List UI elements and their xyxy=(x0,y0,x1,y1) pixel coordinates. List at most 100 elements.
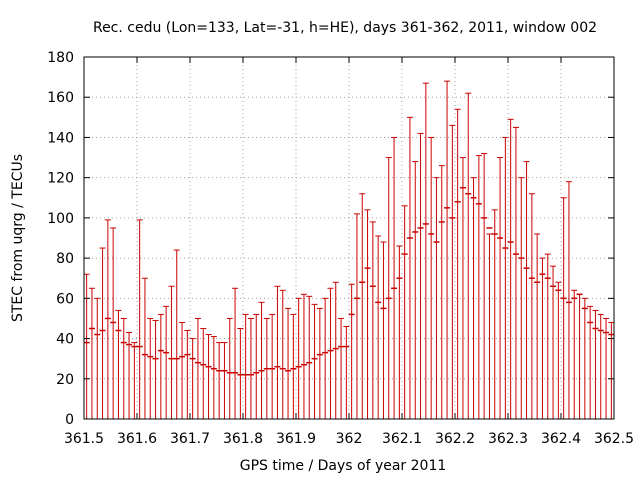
data-point xyxy=(242,313,249,419)
data-point xyxy=(332,281,339,419)
data-point xyxy=(316,307,323,419)
data-point xyxy=(295,297,302,419)
x-tick-label: 362 xyxy=(336,431,363,447)
x-axis-title: GPS time / Days of year 2011 xyxy=(240,458,447,474)
data-point xyxy=(433,177,440,419)
data-point xyxy=(200,328,207,419)
data-point xyxy=(269,313,276,419)
data-point xyxy=(237,328,244,419)
data-point xyxy=(391,136,398,419)
series-stec xyxy=(83,80,615,419)
data-point xyxy=(459,157,466,419)
x-tick-label: 361.7 xyxy=(170,431,210,447)
data-point xyxy=(136,219,143,419)
data-point xyxy=(486,227,493,419)
data-point xyxy=(396,245,403,419)
data-point xyxy=(523,161,530,419)
data-point xyxy=(232,287,239,419)
y-axis: 0 20 40 60 80 100 120 140 160 180 xyxy=(47,50,614,428)
data-point xyxy=(157,313,164,419)
x-axis: 361.5 361.6 361.7 361.8 361.9 362 362.1 362.2 36… xyxy=(64,57,634,447)
y-axis-title: STEC from uqrg / TECUs xyxy=(10,154,26,322)
y-tick-label: 120 xyxy=(47,171,74,187)
y-tick-label: 60 xyxy=(56,291,74,307)
data-point xyxy=(120,317,127,419)
data-point xyxy=(401,205,408,419)
data-point xyxy=(348,283,355,419)
data-point xyxy=(491,209,498,419)
data-point xyxy=(110,227,117,419)
data-point xyxy=(221,342,228,419)
data-point xyxy=(497,157,504,419)
x-tick-label: 361.5 xyxy=(64,431,104,447)
data-point xyxy=(88,287,95,419)
data-point xyxy=(184,330,191,419)
data-point xyxy=(205,334,212,419)
data-point xyxy=(550,265,557,419)
data-point xyxy=(94,297,101,419)
data-point xyxy=(327,287,334,419)
data-point xyxy=(99,247,106,419)
x-tick-label: 362.2 xyxy=(435,431,475,447)
data-point xyxy=(274,285,281,419)
data-point xyxy=(512,126,519,419)
data-point xyxy=(115,309,122,419)
y-tick-label: 0 xyxy=(65,412,74,428)
x-tick-label: 362.3 xyxy=(488,431,528,447)
data-point xyxy=(311,303,318,419)
data-point xyxy=(369,221,376,419)
data-point xyxy=(385,157,392,419)
y-tick-label: 100 xyxy=(47,211,74,227)
data-point xyxy=(253,313,260,419)
data-point xyxy=(534,233,541,419)
data-point xyxy=(465,92,472,419)
data-point xyxy=(343,325,350,419)
data-point xyxy=(560,197,567,419)
data-point xyxy=(502,136,509,419)
data-point xyxy=(168,285,175,419)
data-point xyxy=(263,317,270,419)
x-tick-label: 361.9 xyxy=(276,431,316,447)
data-point xyxy=(528,193,535,419)
data-point xyxy=(338,317,345,419)
y-tick-label: 80 xyxy=(56,251,74,267)
data-point xyxy=(285,307,292,419)
data-point xyxy=(359,193,366,419)
data-point xyxy=(131,342,138,419)
data-point xyxy=(507,118,514,419)
data-point xyxy=(449,124,456,419)
data-point xyxy=(412,161,419,419)
data-point xyxy=(189,338,196,419)
data-point xyxy=(565,181,572,419)
chart-title: Rec. cedu (Lon=133, Lat=-31, h=HE), days… xyxy=(93,20,597,36)
data-point xyxy=(475,155,482,419)
data-point xyxy=(571,289,578,419)
data-point xyxy=(608,321,615,419)
data-point xyxy=(152,319,159,419)
data-point xyxy=(364,209,371,419)
data-point xyxy=(290,313,297,419)
data-point xyxy=(375,235,382,419)
data-point xyxy=(141,277,148,419)
data-point xyxy=(104,219,111,419)
data-point xyxy=(444,80,451,419)
data-point xyxy=(406,116,413,419)
data-point xyxy=(210,336,217,419)
data-point xyxy=(163,305,170,419)
data-point xyxy=(179,321,186,419)
data-point xyxy=(544,253,551,419)
data-point xyxy=(173,249,180,419)
data-point xyxy=(247,317,254,419)
data-point xyxy=(518,177,525,419)
data-point xyxy=(470,177,477,419)
data-point xyxy=(380,241,387,419)
data-point xyxy=(306,295,313,419)
data-point xyxy=(603,317,610,419)
data-point xyxy=(428,136,435,419)
data-point xyxy=(581,297,588,419)
data-point xyxy=(539,257,546,419)
data-point xyxy=(555,281,562,419)
data-point xyxy=(216,342,223,419)
y-tick-label: 160 xyxy=(47,90,74,106)
